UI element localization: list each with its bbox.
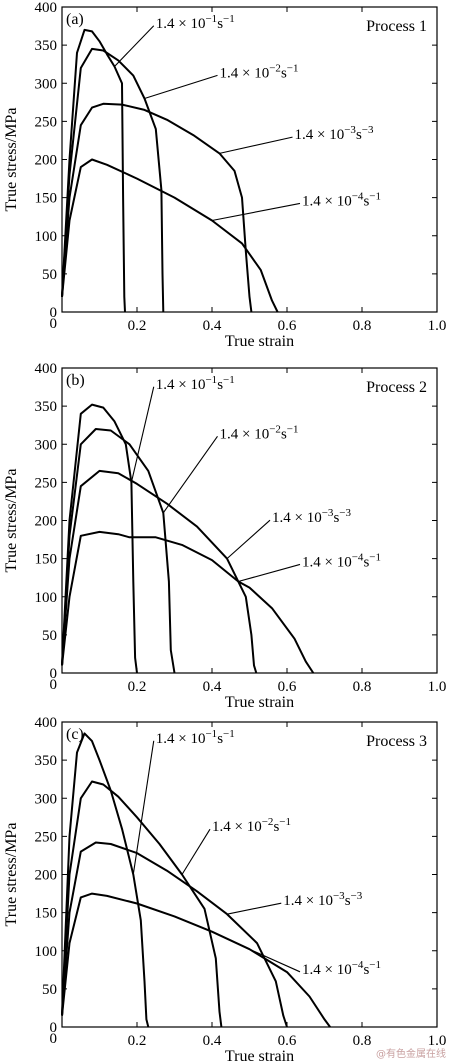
y-tick-label: 400 [35, 715, 58, 731]
panel-label: (b) [66, 372, 85, 389]
y-tick-label: 0 [50, 1020, 58, 1036]
x-tick-label: 0.8 [353, 318, 372, 334]
annotation-leader [144, 74, 218, 100]
x-tick-label: 1.0 [428, 318, 447, 334]
series-line-3 [61, 469, 258, 674]
x-tick-label: 0.6 [278, 679, 297, 695]
x-tick-label: 0.2 [128, 1033, 147, 1049]
annotation-leader [181, 828, 211, 875]
y-tick-label: 200 [35, 868, 58, 884]
annotation-leader [226, 519, 271, 560]
series-annotation: 1.4 × 10−1s−1 [156, 728, 235, 747]
annotation-leader [226, 902, 282, 915]
y-axis-label: True stress/MPa [3, 108, 20, 212]
y-tick-label: 300 [35, 437, 58, 453]
x-tick-label: 0.2 [128, 679, 147, 695]
y-axis-label: True stress/MPa [3, 823, 20, 927]
x-axis-label: True strain [225, 1048, 294, 1062]
y-tick-label: 350 [35, 753, 58, 769]
annotation-leader [238, 563, 301, 583]
y-tick-label: 350 [35, 38, 58, 54]
y-tick-label: 100 [35, 229, 58, 245]
annotation-leader [130, 386, 155, 483]
series-annotation: 1.4 × 10−3s−3 [272, 507, 351, 526]
series-annotation: 1.4 × 10−3s−3 [295, 124, 374, 143]
y-tick-label: 300 [35, 791, 58, 807]
series-line-4 [61, 892, 331, 1028]
y-tick-label: 200 [35, 153, 58, 169]
y-tick-label: 300 [35, 76, 58, 92]
y-tick-label: 50 [42, 628, 57, 644]
x-axis-label: True strain [225, 694, 294, 711]
x-axis-label: True strain [225, 333, 294, 350]
x-tick-label: 0.8 [353, 1033, 372, 1049]
chart-panel-3: 0 50 100 150 200 250 300 350 400 0.2 0.4 0.6 0.8 1.0 0… [3, 715, 446, 1062]
series-annotation: 1.4 × 10−3s−3 [283, 890, 362, 909]
x-tick-label: 1.0 [428, 679, 447, 695]
panel-label: (a) [66, 11, 84, 28]
watermark: @有色金属在线 [376, 1049, 446, 1060]
y-tick-label: 400 [35, 0, 58, 16]
y-tick-label: 150 [35, 191, 58, 207]
chart-panel-1: 0 50 100 150 200 250 300 350 400 0.2 0.4 0.6 0.8 1.0 0… [3, 0, 446, 350]
series-annotation: 1.4 × 10−4s−1 [302, 190, 381, 209]
annotation-leader [114, 25, 155, 67]
series-line-2 [61, 428, 176, 674]
x-tick-label: 0.6 [278, 318, 297, 334]
x-tick-label: 0 [50, 316, 58, 332]
annotation-leader [132, 740, 155, 875]
y-tick-label: 350 [35, 399, 58, 415]
series-annotation: 1.4 × 10−2s−1 [212, 816, 291, 835]
x-tick-label: 0.4 [203, 1033, 222, 1049]
y-tick-label: 250 [35, 829, 58, 845]
annotation-leader [249, 948, 301, 973]
chart-title: Process 2 [366, 379, 427, 396]
chart-panel-2: 0 50 100 150 200 250 300 350 400 0.2 0.4 0.6 0.8 1.0 0… [3, 361, 446, 711]
y-tick-label: 0 [50, 305, 58, 321]
series-line-3 [61, 841, 288, 1028]
y-axis-label: True stress/MPa [3, 469, 20, 573]
x-tick-label: 0.2 [128, 318, 147, 334]
y-tick-label: 150 [35, 906, 58, 922]
series-line-3 [61, 102, 253, 313]
series-line-4 [61, 158, 279, 313]
series-annotation: 1.4 × 10−2s−1 [220, 423, 299, 442]
annotation-leader [211, 202, 301, 222]
x-tick-label: 0 [50, 1031, 58, 1047]
chart-title: Process 1 [366, 18, 427, 35]
y-tick-label: 50 [42, 267, 57, 283]
y-tick-label: 100 [35, 590, 58, 606]
y-tick-label: 250 [35, 475, 58, 491]
series-line-2 [61, 780, 223, 1028]
x-tick-label: 0.4 [203, 318, 222, 334]
y-tick-label: 250 [35, 114, 58, 130]
x-tick-label: 1.0 [428, 1033, 447, 1049]
chart-title: Process 3 [366, 733, 427, 750]
x-tick-label: 0.8 [353, 679, 372, 695]
y-tick-label: 0 [50, 666, 58, 682]
panel-label: (c) [66, 726, 84, 743]
x-tick-label: 0.4 [203, 679, 222, 695]
x-tick-label: 0 [50, 677, 58, 693]
series-annotation: 1.4 × 10−4s−1 [302, 551, 381, 570]
series-annotation: 1.4 × 10−4s−1 [302, 959, 381, 978]
plot-frame [61, 721, 438, 1028]
series-line-1 [61, 403, 138, 674]
annotation-leader [162, 436, 218, 514]
series-line-4 [61, 530, 315, 674]
y-tick-label: 200 [35, 514, 58, 530]
y-tick-label: 50 [42, 982, 57, 998]
x-tick-label: 0.6 [278, 1033, 297, 1049]
y-tick-label: 400 [35, 361, 58, 377]
series-line-2 [61, 47, 165, 313]
y-tick-label: 100 [35, 944, 58, 960]
series-line-1 [61, 28, 126, 313]
plot-frame [61, 6, 438, 313]
y-tick-label: 150 [35, 552, 58, 568]
annotation-leader [219, 136, 293, 154]
series-annotation: 1.4 × 10−2s−1 [220, 62, 299, 81]
series-annotation: 1.4 × 10−1s−1 [156, 374, 235, 393]
series-annotation: 1.4 × 10−1s−1 [156, 13, 235, 32]
